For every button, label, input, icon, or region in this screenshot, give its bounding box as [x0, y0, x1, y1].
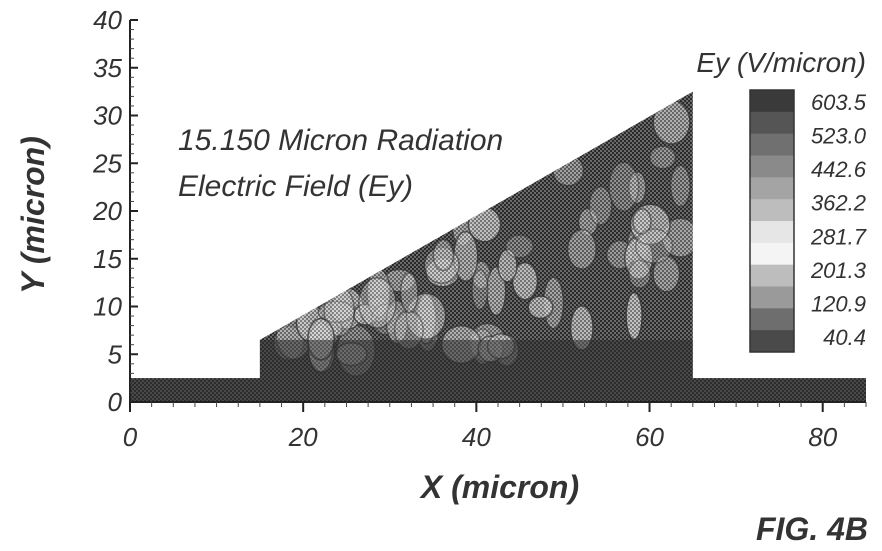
y-tick-label: 15: [93, 244, 122, 274]
colorbar-swatch: [750, 90, 794, 113]
field-blob: [608, 161, 640, 213]
y-tick-label: 20: [92, 196, 122, 226]
field-blob: [399, 271, 419, 314]
colorbar-level-label: 201.3: [810, 258, 867, 283]
x-tick-label: 80: [808, 422, 837, 452]
y-tick-label: 0: [108, 387, 123, 417]
colorbar-swatch: [750, 286, 794, 309]
y-tick-label: 25: [92, 148, 122, 178]
colorbar-swatches: [749, 89, 795, 353]
y-tick-label: 10: [93, 292, 122, 322]
x-axis-title: X (micron): [419, 469, 579, 505]
colorbar-swatch: [750, 199, 794, 222]
colorbar-level-label: 40.4: [823, 325, 866, 350]
x-tick-label: 0: [123, 422, 138, 452]
colorbar-swatch: [750, 264, 794, 287]
colorbar-frame: [749, 89, 795, 353]
field-blob: [511, 261, 539, 301]
colorbar-swatch: [750, 111, 794, 135]
axes: 0 5 10 15 20 25 30 35 40 0 20 40 60 80: [92, 5, 867, 452]
field-blob: [652, 99, 691, 145]
field-blob: [625, 291, 643, 341]
field-blob: [504, 234, 535, 259]
field-blob: [627, 259, 652, 289]
colorbar-title: Ey (V/micron): [696, 47, 866, 78]
colorbar-swatch: [750, 155, 794, 178]
chart-subtitle: Electric Field (Ey): [178, 170, 413, 203]
field-blob: [552, 154, 585, 187]
field-blob: [634, 228, 674, 264]
colorbar-level-label: 120.9: [811, 291, 866, 316]
y-axis-title: Y (micron): [15, 136, 51, 294]
colorbar-swatch: [750, 221, 794, 244]
y-tick-label: 30: [93, 101, 122, 131]
x-ticks: 0 20 40 60 80: [123, 402, 867, 452]
field-blob: [432, 238, 455, 272]
y-tick-label: 40: [93, 5, 122, 35]
field-blob: [527, 295, 554, 320]
x-tick-label: 40: [462, 422, 491, 452]
field-blob: [648, 145, 677, 170]
field-blob: [467, 206, 502, 243]
y-tick-label: 35: [93, 53, 122, 83]
x-tick-label: 60: [635, 422, 664, 452]
colorbar-level-label: 523.0: [811, 124, 867, 149]
colorbar-level-label: 281.7: [810, 224, 867, 249]
y-tick-label: 5: [108, 339, 123, 369]
y-ticks: 0 5 10 15 20 25 30 35 40: [92, 5, 138, 417]
colorbar-labels: 603.5 523.0 442.6 362.2 281.7 201.3 120.9 40.4: [810, 90, 867, 350]
colorbar: Ey (V/micron) 603.5 523.0 442.6 362.2 281.7 2…: [696, 47, 867, 353]
x-tick-label: 20: [288, 422, 318, 452]
colorbar-swatch: [750, 133, 794, 156]
colorbar-swatch: [750, 308, 794, 331]
colorbar-swatch: [750, 177, 794, 200]
colorbar-level-label: 362.2: [811, 191, 866, 216]
field-blob: [588, 185, 613, 226]
field-blob: [566, 228, 597, 270]
colorbar-level-label: 442.6: [811, 157, 867, 182]
colorbar-swatch: [750, 242, 794, 266]
field-blob: [669, 164, 691, 208]
figure-label: FIG. 4B: [756, 511, 868, 547]
chart-title: 15.150 Micron Radiation: [178, 124, 503, 157]
colorbar-swatch: [750, 330, 794, 353]
field-blob: [358, 277, 397, 329]
field-blob: [471, 269, 489, 311]
colorbar-level-label: 603.5: [811, 90, 867, 115]
